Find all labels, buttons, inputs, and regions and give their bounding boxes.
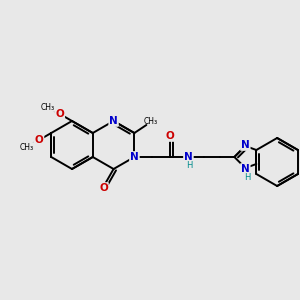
Text: H: H bbox=[244, 172, 250, 182]
Text: O: O bbox=[99, 183, 108, 193]
Text: N: N bbox=[184, 152, 193, 162]
Text: N: N bbox=[130, 152, 139, 162]
Text: O: O bbox=[166, 131, 175, 141]
Text: O: O bbox=[35, 135, 44, 145]
Text: CH₃: CH₃ bbox=[143, 118, 158, 127]
Text: N: N bbox=[109, 116, 118, 126]
Text: H: H bbox=[186, 160, 193, 169]
Text: N: N bbox=[241, 164, 250, 174]
Text: CH₃: CH₃ bbox=[20, 142, 34, 152]
Text: O: O bbox=[56, 109, 64, 119]
Text: CH₃: CH₃ bbox=[41, 103, 55, 112]
Text: N: N bbox=[241, 140, 250, 150]
